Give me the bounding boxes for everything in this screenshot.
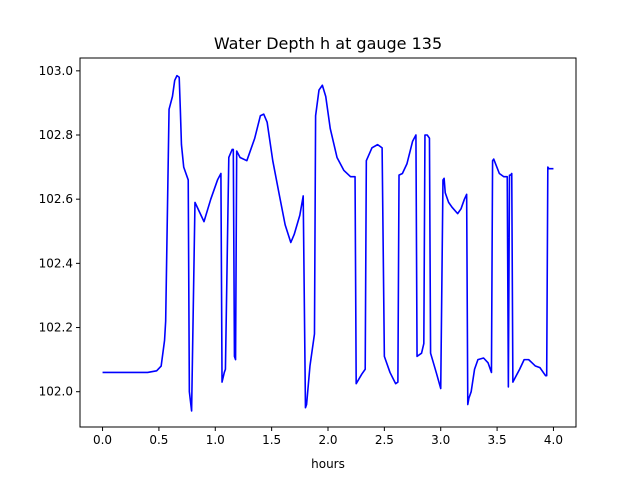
x-tick-label: 2.0 bbox=[318, 433, 337, 447]
y-tick-label: 102.6 bbox=[39, 192, 73, 206]
x-tick-label: 1.5 bbox=[262, 433, 281, 447]
y-tick-label: 102.4 bbox=[39, 256, 73, 270]
y-tick-label: 102.0 bbox=[39, 385, 73, 399]
x-tick-label: 3.5 bbox=[488, 433, 507, 447]
x-axis-label: hours bbox=[311, 457, 345, 471]
x-tick-label: 0.5 bbox=[149, 433, 168, 447]
x-tick-label: 4.0 bbox=[544, 433, 563, 447]
chart-title: Water Depth h at gauge 135 bbox=[214, 34, 442, 53]
y-tick-label: 102.8 bbox=[39, 128, 73, 142]
x-tick-label: 1.0 bbox=[206, 433, 225, 447]
x-axis-ticks: 0.0 0.5 1.0 1.5 2.0 2.5 3.0 3.5 4.0 bbox=[93, 427, 563, 447]
y-tick-label: 102.2 bbox=[39, 321, 73, 335]
y-tick-label: 103.0 bbox=[39, 64, 73, 78]
x-tick-label: 2.5 bbox=[375, 433, 394, 447]
x-tick-label: 0.0 bbox=[93, 433, 112, 447]
y-axis-ticks: 102.0 102.2 102.4 102.6 102.8 103.0 bbox=[39, 64, 80, 399]
x-tick-label: 3.0 bbox=[431, 433, 450, 447]
series-line-0 bbox=[102, 74, 554, 412]
